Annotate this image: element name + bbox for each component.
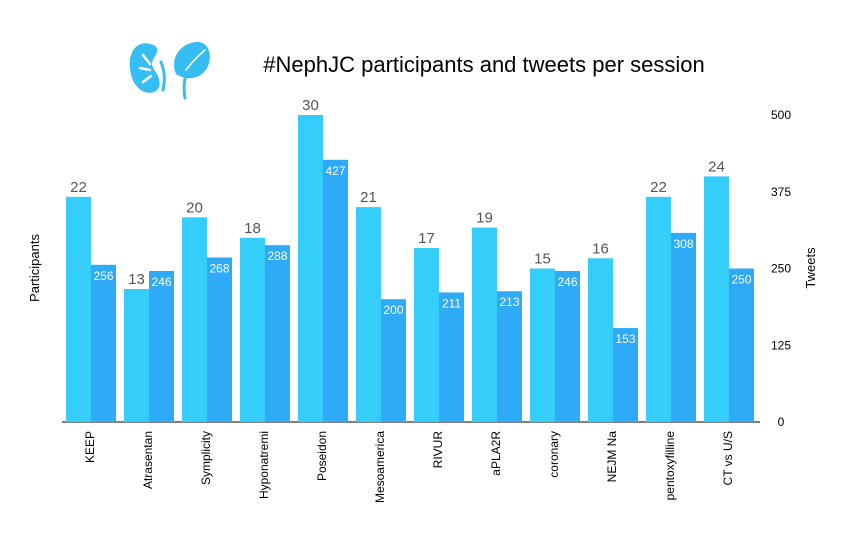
participants-value-label-8: 15 xyxy=(534,251,551,268)
participants-bar-9 xyxy=(588,258,613,422)
participants-value-label-9: 16 xyxy=(592,240,609,257)
participants-bar-8 xyxy=(530,268,555,422)
participants-bar-11 xyxy=(704,176,729,422)
tweets-bar-7 xyxy=(497,291,522,422)
tweets-value-label-3: 288 xyxy=(267,249,287,263)
category-label-5: Mesoamerica xyxy=(373,431,387,503)
kidney-icon xyxy=(129,43,166,93)
tweets-bar-11 xyxy=(729,268,754,422)
tweets-bar-2 xyxy=(207,257,232,422)
tweets-bar-4 xyxy=(323,159,348,422)
tweets-bar-1 xyxy=(149,270,174,422)
participants-value-label-5: 21 xyxy=(360,189,377,206)
participants-value-label-1: 13 xyxy=(128,271,145,288)
right-tick-label-1: 125 xyxy=(771,338,791,352)
tweets-bar-5 xyxy=(381,299,406,422)
tweets-bar-0 xyxy=(91,264,116,422)
participants-bar-1 xyxy=(124,288,149,422)
participants-value-label-6: 17 xyxy=(418,230,435,247)
participants-bar-7 xyxy=(472,227,497,422)
tweets-value-label-4: 427 xyxy=(325,164,345,178)
category-label-6: RIVUR xyxy=(431,431,445,469)
logo xyxy=(129,41,210,100)
right-tick-label-0: 0 xyxy=(778,415,785,429)
category-label-10: pentoxyfilline xyxy=(663,431,677,501)
participants-value-label-3: 18 xyxy=(244,220,261,237)
tweets-bar-8 xyxy=(555,270,580,422)
category-label-9: NEJM Na xyxy=(605,431,619,483)
bars xyxy=(66,115,754,422)
participants-bar-0 xyxy=(66,196,91,422)
right-axis-ticks: 0 125 250 375 500 xyxy=(771,108,791,429)
participants-bar-10 xyxy=(646,196,671,422)
right-tick-label-3: 375 xyxy=(771,185,791,199)
category-label-11: CT vs U/S xyxy=(721,431,735,485)
category-label-8: coronary xyxy=(547,431,561,478)
category-label-1: Atrasentan xyxy=(141,431,155,489)
tweets-value-label-8: 246 xyxy=(557,275,577,289)
category-label-3: Hyponatremi xyxy=(257,431,271,499)
bar-labels: 22 256 13 246 20 268 18 288 30 427 21 200 17 211 19 213… xyxy=(70,97,752,346)
participants-value-label-10: 22 xyxy=(650,179,667,196)
participants-value-label-2: 20 xyxy=(186,199,203,216)
category-label-2: Symplicity xyxy=(199,431,213,485)
category-label-0: KEEP xyxy=(83,431,97,463)
leaf-icon xyxy=(174,41,210,100)
participants-bar-5 xyxy=(356,207,381,422)
participants-bar-3 xyxy=(240,237,265,422)
right-tick-label-2: 250 xyxy=(771,262,791,276)
category-labels: KEEP Atrasentan Symplicity Hyponatremi Posei… xyxy=(83,431,735,503)
tweets-value-label-7: 213 xyxy=(499,295,519,309)
tweets-value-label-6: 211 xyxy=(442,296,461,310)
tweets-value-label-10: 308 xyxy=(673,237,693,251)
tweets-bar-6 xyxy=(439,292,464,422)
category-label-4: Poseidon xyxy=(315,431,329,481)
right-axis-title: Tweets xyxy=(803,247,818,289)
participants-bar-2 xyxy=(182,217,207,422)
right-tick-label-4: 500 xyxy=(771,108,791,122)
participants-value-label-11: 24 xyxy=(708,158,725,175)
chart-title: #NephJC participants and tweets per sess… xyxy=(263,52,704,77)
tweets-value-label-11: 250 xyxy=(731,273,751,287)
tweets-value-label-5: 200 xyxy=(383,303,403,317)
tweets-value-label-1: 246 xyxy=(151,275,171,289)
tweets-bar-9 xyxy=(613,328,638,422)
left-axis-title: Participants xyxy=(27,234,42,302)
tweets-bar-10 xyxy=(671,232,696,422)
tweets-bar-3 xyxy=(265,245,290,422)
participants-bar-6 xyxy=(414,248,439,422)
participants-value-label-0: 22 xyxy=(70,179,87,196)
participants-value-label-4: 30 xyxy=(302,97,319,114)
category-label-7: aPLA2R xyxy=(489,431,503,476)
tweets-value-label-0: 256 xyxy=(93,269,113,283)
participants-value-label-7: 19 xyxy=(476,210,493,227)
tweets-value-label-9: 153 xyxy=(615,332,635,346)
participants-bar-4 xyxy=(298,115,323,422)
tweets-value-label-2: 268 xyxy=(209,261,229,275)
